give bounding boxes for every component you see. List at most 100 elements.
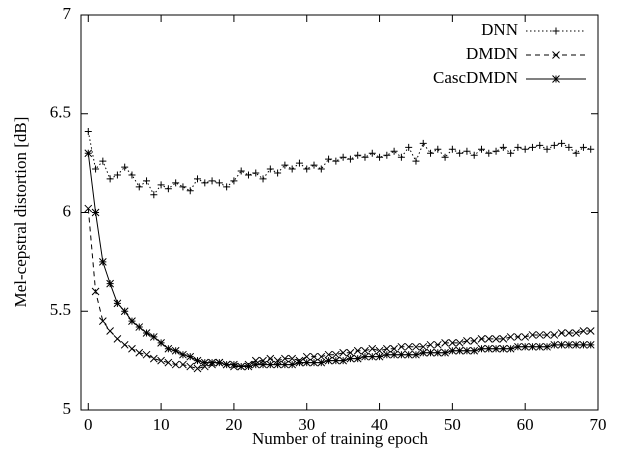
data-point [353,354,362,363]
series-line [87,153,591,368]
data-point [317,352,326,361]
data-point [128,171,136,179]
data-point [164,185,172,193]
data-point [259,356,267,365]
data-point [565,340,573,349]
data-point [572,329,581,337]
data-point [543,342,551,351]
series-line [87,208,591,370]
data-point [477,335,486,343]
data-point [499,143,507,151]
data-point [266,165,274,173]
data-point [230,360,238,369]
data-point [164,358,173,367]
data-point [586,340,595,349]
data-point [441,153,449,161]
data-point [382,344,391,353]
legend-label: CascDMDN [433,68,518,87]
data-point [215,179,223,187]
data-point [230,177,238,185]
data-point [194,175,202,183]
y-tick-label: 5.5 [50,300,71,319]
data-point [120,340,129,349]
data-point [142,329,151,337]
data-point [244,362,253,371]
data-point [135,323,144,331]
y-tick-label: 6.5 [50,103,71,122]
data-point [477,145,485,153]
data-point [113,171,121,179]
data-point [128,317,136,325]
data-point [295,358,304,367]
data-point [273,360,282,369]
data-point [106,279,114,288]
data-point [375,352,384,361]
data-point [302,358,311,367]
data-point [157,338,165,347]
data-point [535,342,544,351]
data-point [550,340,559,349]
data-point [383,151,391,159]
data-point [376,153,384,161]
data-point [390,147,398,155]
data-point [470,346,479,355]
data-point [135,348,144,357]
data-point [397,342,406,351]
data-point [339,348,347,357]
data-point [157,181,165,189]
data-point [288,360,297,369]
data-point [536,141,544,149]
data-point [332,356,340,365]
data-point [470,337,479,345]
data-point [84,149,93,158]
data-point [266,354,275,363]
data-point [550,331,559,339]
data-point [565,329,573,337]
data-point [303,165,311,173]
data-point [543,331,551,339]
data-point [281,354,289,363]
data-point [84,128,92,136]
data-point [412,157,420,165]
data-point [98,317,107,325]
data-point [434,145,442,153]
x-tick-label: 10 [153,415,170,434]
data-point [149,333,158,341]
data-point [200,358,209,367]
data-point [441,348,449,357]
data-point [521,333,530,341]
data-point [557,329,566,337]
data-point [106,175,114,183]
data-point [404,350,413,359]
data-point [266,360,275,369]
data-point [368,344,377,353]
data-point [193,356,202,365]
data-point [302,352,311,361]
data-point [288,165,296,173]
data-point [113,335,122,343]
legend-label: DNN [481,20,518,39]
data-point [382,350,391,359]
data-point [208,177,216,185]
data-point [222,360,231,369]
data-point [346,155,354,163]
data-point [514,143,522,151]
data-point [339,356,347,365]
data-point [463,337,471,345]
data-point [142,350,151,359]
data-point [528,342,537,351]
x-tick-label: 50 [444,415,461,434]
legend-marker [552,51,560,59]
data-point [499,344,508,353]
data-point [325,155,333,163]
data-point [456,149,464,157]
data-point [427,149,435,157]
data-point [397,350,406,359]
data-point [492,147,500,155]
data-point [172,179,180,187]
data-point [507,149,515,157]
data-point [521,145,529,153]
data-point [484,335,493,343]
data-point [550,141,558,149]
